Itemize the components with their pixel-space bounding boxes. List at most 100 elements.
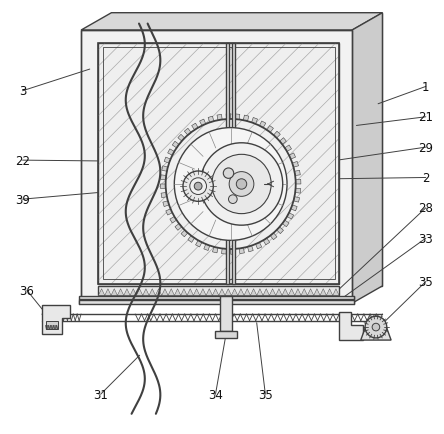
Polygon shape: [136, 289, 143, 296]
Text: 1: 1: [422, 81, 429, 94]
Polygon shape: [168, 149, 174, 156]
Circle shape: [229, 195, 237, 204]
Polygon shape: [111, 289, 117, 296]
Polygon shape: [164, 158, 170, 164]
Circle shape: [365, 316, 387, 338]
Polygon shape: [282, 220, 289, 227]
Polygon shape: [352, 14, 382, 303]
Text: 2: 2: [422, 171, 429, 184]
Polygon shape: [217, 115, 222, 121]
Text: 31: 31: [93, 388, 108, 401]
Polygon shape: [314, 289, 320, 296]
Polygon shape: [274, 132, 280, 139]
Polygon shape: [293, 197, 300, 203]
Polygon shape: [184, 129, 191, 136]
Polygon shape: [178, 135, 185, 142]
Polygon shape: [243, 116, 249, 122]
Polygon shape: [301, 289, 307, 296]
Bar: [103, 48, 335, 280]
Bar: [220, 296, 232, 332]
Polygon shape: [168, 289, 174, 296]
Bar: [232, 44, 235, 284]
Polygon shape: [188, 236, 194, 243]
Text: 39: 39: [15, 193, 30, 206]
Bar: [46, 322, 58, 329]
Polygon shape: [292, 162, 298, 168]
Polygon shape: [280, 138, 286, 145]
Polygon shape: [289, 154, 296, 160]
Polygon shape: [181, 289, 187, 296]
Bar: [79, 301, 354, 304]
Circle shape: [200, 144, 283, 226]
Polygon shape: [295, 189, 301, 194]
Polygon shape: [195, 241, 202, 247]
Polygon shape: [257, 289, 263, 296]
Polygon shape: [231, 249, 235, 255]
Polygon shape: [296, 180, 301, 184]
Polygon shape: [244, 289, 250, 296]
Text: 34: 34: [208, 388, 223, 401]
Circle shape: [194, 183, 202, 191]
Polygon shape: [263, 239, 270, 245]
Polygon shape: [194, 289, 200, 296]
Polygon shape: [42, 306, 70, 334]
Circle shape: [223, 168, 234, 179]
Polygon shape: [81, 31, 352, 303]
Polygon shape: [326, 289, 333, 296]
Circle shape: [190, 178, 206, 195]
Polygon shape: [289, 289, 295, 296]
Polygon shape: [235, 115, 240, 120]
Polygon shape: [339, 312, 363, 340]
Polygon shape: [219, 289, 225, 296]
Polygon shape: [263, 289, 270, 296]
Polygon shape: [149, 289, 155, 296]
Polygon shape: [282, 289, 289, 296]
Bar: [81, 31, 352, 303]
Polygon shape: [247, 246, 253, 252]
Polygon shape: [187, 289, 194, 296]
Polygon shape: [175, 224, 182, 231]
Bar: [99, 44, 339, 284]
Polygon shape: [295, 289, 301, 296]
Polygon shape: [143, 289, 149, 296]
Polygon shape: [222, 249, 226, 254]
Circle shape: [212, 155, 271, 214]
Polygon shape: [155, 289, 162, 296]
Polygon shape: [252, 118, 258, 125]
Polygon shape: [294, 171, 300, 176]
Polygon shape: [163, 201, 169, 207]
Polygon shape: [285, 146, 292, 152]
Polygon shape: [162, 166, 168, 172]
Polygon shape: [270, 233, 277, 240]
Circle shape: [372, 323, 380, 331]
Text: 33: 33: [418, 232, 433, 245]
Text: 35: 35: [258, 388, 273, 401]
Text: 35: 35: [418, 276, 433, 288]
Polygon shape: [99, 289, 105, 296]
Polygon shape: [117, 289, 124, 296]
Polygon shape: [225, 289, 231, 296]
Polygon shape: [208, 117, 214, 123]
Polygon shape: [238, 289, 244, 296]
Text: 21: 21: [418, 111, 433, 124]
Polygon shape: [250, 289, 257, 296]
Text: 29: 29: [418, 141, 433, 154]
Bar: [99, 44, 339, 284]
Polygon shape: [200, 289, 206, 296]
Polygon shape: [239, 248, 244, 254]
Polygon shape: [161, 193, 167, 198]
Circle shape: [174, 128, 287, 241]
Polygon shape: [361, 325, 391, 340]
Polygon shape: [172, 142, 179, 148]
Circle shape: [183, 171, 213, 202]
Polygon shape: [105, 289, 111, 296]
Polygon shape: [200, 120, 206, 126]
Polygon shape: [270, 289, 276, 296]
Polygon shape: [277, 227, 283, 234]
Polygon shape: [162, 289, 168, 296]
Polygon shape: [320, 289, 326, 296]
Polygon shape: [212, 289, 219, 296]
Polygon shape: [81, 14, 382, 31]
Polygon shape: [259, 122, 266, 128]
Polygon shape: [192, 124, 198, 131]
